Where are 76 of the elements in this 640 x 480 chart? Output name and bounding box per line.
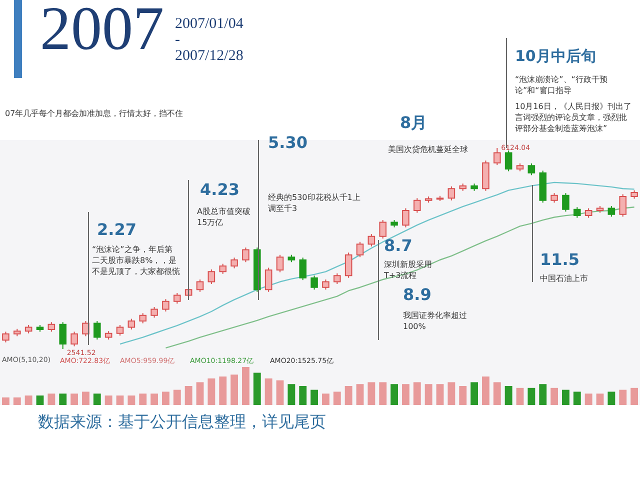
bar xyxy=(619,390,627,405)
bar xyxy=(150,394,158,405)
bar xyxy=(596,394,604,405)
bar xyxy=(322,394,330,405)
bar xyxy=(253,372,261,405)
bar xyxy=(413,382,421,405)
bar xyxy=(448,382,456,405)
bar xyxy=(36,396,44,405)
bar xyxy=(344,386,352,405)
bar xyxy=(630,388,638,405)
bar xyxy=(402,384,410,405)
bar xyxy=(539,384,547,405)
source-note: 数据来源：基于公开信息整理，详见尾页 xyxy=(38,412,327,433)
bar xyxy=(516,388,524,405)
bar xyxy=(310,390,318,405)
annotation: 中国石油上市 xyxy=(540,273,589,284)
annotation: 8.7 xyxy=(384,236,412,255)
bar xyxy=(550,388,558,405)
annotation: 经典的530印花税从千1上调至千3 xyxy=(268,192,362,214)
bar xyxy=(104,396,112,405)
bar xyxy=(299,386,307,405)
bar xyxy=(139,394,147,405)
text: “泡沫崩溃论”、“行政干预论”和“窗口指导 xyxy=(515,74,608,96)
bar xyxy=(276,380,284,405)
bar xyxy=(13,397,21,405)
bar xyxy=(504,386,512,405)
bar xyxy=(573,392,581,405)
bar xyxy=(584,394,592,405)
bar xyxy=(368,382,376,405)
text: 07年几乎每个月都会加准加息，行情太好，挡不住 xyxy=(5,108,184,119)
bar xyxy=(219,376,227,405)
annotation: 我国证券化率超过100% xyxy=(403,310,468,332)
bar xyxy=(333,392,341,405)
bar xyxy=(242,367,250,405)
annotation: 5.30 xyxy=(268,133,308,152)
bar xyxy=(128,396,136,405)
bar xyxy=(230,374,238,405)
bar xyxy=(459,386,467,405)
bar xyxy=(562,390,570,405)
annotation: 美国次贷危机蔓延全球 xyxy=(388,145,468,154)
text: 8月 xyxy=(400,113,428,134)
bar xyxy=(288,384,296,405)
bar xyxy=(470,382,478,405)
bar xyxy=(82,392,90,405)
bar xyxy=(173,390,181,405)
annotation: 8.9 xyxy=(403,285,432,304)
bar xyxy=(93,394,101,405)
bar xyxy=(436,384,444,405)
bar xyxy=(608,392,616,405)
bar xyxy=(196,382,204,405)
bar xyxy=(2,397,10,405)
text: 10月中后旬 xyxy=(515,47,596,66)
bar xyxy=(390,384,398,405)
chart-title: 2007 xyxy=(40,0,164,65)
bar xyxy=(24,396,32,405)
chart-subtitle: 2007/01/04 - 2007/12/28 xyxy=(175,16,244,64)
bar xyxy=(162,392,170,405)
bar xyxy=(70,394,78,405)
bar xyxy=(184,386,192,405)
bar xyxy=(379,382,387,405)
bar xyxy=(528,388,536,405)
bar xyxy=(116,396,124,405)
annotation: “泡沫论”之争，年后第二天股市暴跌8%，，是不是见顶了，大家都很慌 xyxy=(92,244,180,277)
bar xyxy=(208,378,216,405)
bar xyxy=(482,376,490,405)
text: 10月16日，《人民日报》刊出了言词强烈的评论员文章，强烈批评部分基金制造蓝筹泡沫” xyxy=(515,101,632,134)
bar xyxy=(493,382,501,405)
bar xyxy=(424,384,432,405)
annotation: 4.23 xyxy=(200,180,240,199)
bar xyxy=(59,394,67,405)
bar xyxy=(48,394,56,405)
annotation: 11.5 xyxy=(540,250,580,269)
annotation: A股总市值突破15万亿 xyxy=(197,206,252,228)
bar xyxy=(264,378,272,405)
annotation: 2.27 xyxy=(97,220,136,239)
bar xyxy=(356,384,364,405)
